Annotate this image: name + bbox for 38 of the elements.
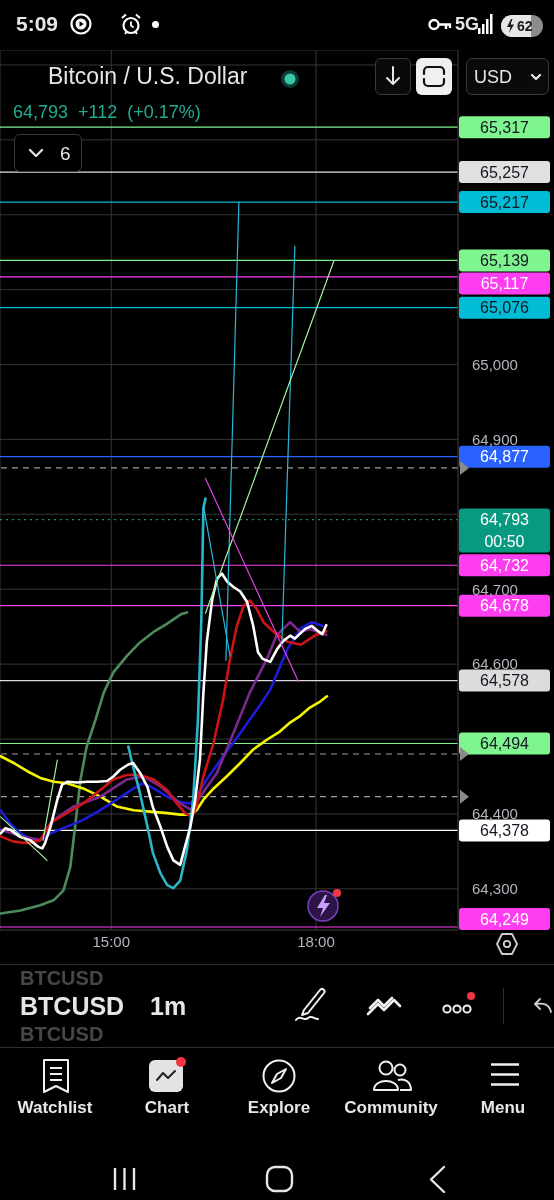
x-tick-label: 15:00 xyxy=(92,932,131,950)
text: BTCUSD xyxy=(20,1023,104,1045)
text: 5G xyxy=(455,14,480,34)
ref-line-label: 64,877 xyxy=(480,448,530,466)
ref-line-label: 65,139 xyxy=(480,251,530,269)
text: Bitcoin / U.S. Dollar xyxy=(48,63,248,89)
y-tick-label: 64,900 xyxy=(472,430,518,448)
ref-line-label: 65,117 xyxy=(480,274,529,292)
text: Explore xyxy=(247,1098,311,1117)
ref-line-label: 65,317 xyxy=(480,118,530,136)
annotation: 6 xyxy=(60,143,71,164)
text: 62 xyxy=(517,18,533,34)
text: BTCUSD xyxy=(20,992,125,1020)
text: 5:09 xyxy=(16,12,59,35)
text: Chart xyxy=(144,1098,190,1117)
ref-line-label: 64,732 xyxy=(480,556,530,574)
ref-line-label: 64,578 xyxy=(480,672,530,690)
y-tick-label: 65,000 xyxy=(472,355,518,373)
text: USD xyxy=(474,67,513,87)
text: BTCUSD xyxy=(20,967,104,989)
ref-line-label: 64,494 xyxy=(480,735,530,753)
ref-line-label: 65,257 xyxy=(480,163,530,181)
ref-line-label: 65,217 xyxy=(480,193,530,211)
ref-line-label: 64,249 xyxy=(480,910,530,928)
ref-line-label: 64,678 xyxy=(480,597,530,615)
text: Watchlist xyxy=(17,1098,93,1117)
x-tick-label: 18:00 xyxy=(297,932,335,950)
y-tick-label: 64,400 xyxy=(472,805,518,823)
text: Menu xyxy=(480,1098,526,1117)
text: 1m xyxy=(150,992,187,1020)
ref-line-label: 64,378 xyxy=(480,821,530,839)
text: Community xyxy=(344,1098,438,1117)
ref-line-label: 65,076 xyxy=(480,299,530,317)
y-tick-label: 64,700 xyxy=(472,580,518,598)
ref-line-label: 64,793 00:50 xyxy=(480,511,530,551)
y-tick-label: 64,600 xyxy=(472,655,518,673)
text: 64,793 +112 (+0.17%) xyxy=(13,102,201,122)
y-tick-label: 64,300 xyxy=(472,880,518,898)
